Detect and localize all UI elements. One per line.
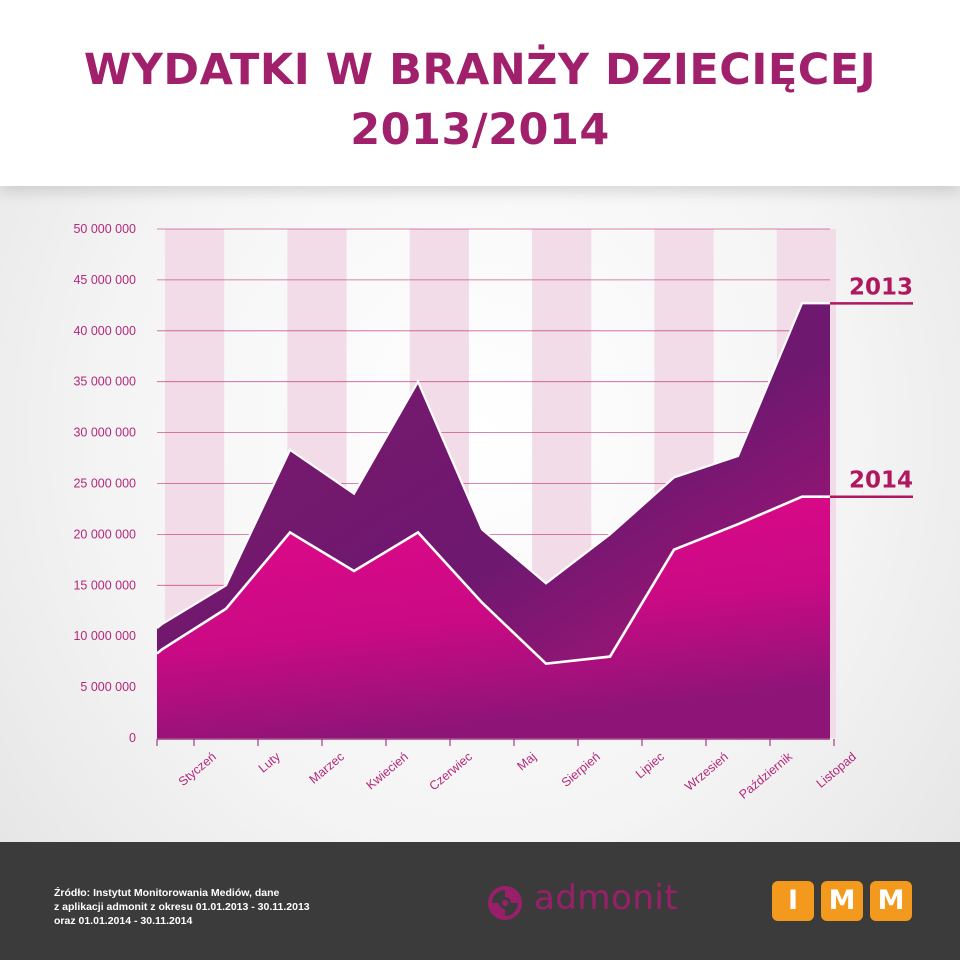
source-line: Źródło: Instytut Monitorowania Mediów, d…: [54, 887, 280, 899]
y-tick-label: 50 000 000: [73, 222, 136, 236]
series-areas: [156, 302, 830, 738]
footer: Źródło: Instytut Monitorowania Mediów, d…: [0, 842, 960, 960]
y-tick-label: 25 000 000: [73, 477, 136, 491]
series-label-2014: 2014: [849, 468, 913, 494]
x-tick-label: Lipiec: [633, 750, 667, 782]
y-axis: 50 000 000 45 000 000 40 000 000 35 000 000…: [73, 222, 136, 745]
y-tick-label: 15 000 000: [73, 578, 136, 592]
imm-letter: I: [772, 881, 814, 921]
line-2013: [156, 302, 830, 629]
y-tick-label: 45 000 000: [73, 273, 136, 287]
x-tick-label: Czerwiec: [427, 750, 475, 794]
x-axis: Styczeń Luty Marzec Kwiecień Czerwiec Maj Sier…: [156, 738, 859, 802]
admonit-wordmark: admonit: [534, 878, 679, 918]
x-tick-label: Luty: [256, 749, 284, 775]
source-line: z aplikacji admonit z okresu 01.01.2013 …: [54, 901, 310, 913]
x-tick-label: Październik: [736, 749, 795, 802]
x-tick-label: Listopad: [814, 750, 859, 791]
x-tick-label: Maj: [514, 750, 538, 774]
imm-letter: M: [821, 881, 863, 921]
y-tick-label: 30 000 000: [73, 426, 136, 440]
admonit-swirl-icon: [488, 886, 522, 920]
line-2014: [156, 495, 830, 666]
y-tick-label: 40 000 000: [73, 324, 136, 338]
x-tick-label: Kwiecień: [364, 750, 411, 793]
x-tick-label: Sierpień: [559, 750, 603, 790]
imm-letter: M: [870, 881, 912, 921]
source-line: oraz 01.01.2014 - 30.11.2014: [54, 915, 193, 927]
area-2014: [157, 496, 830, 738]
x-tick-label: Styczeń: [176, 750, 219, 789]
y-tick-label: 5 000 000: [80, 680, 136, 694]
chart-title: WYDATKI W BRANŻY DZIECIĘCEJ: [83, 45, 877, 95]
source-note: Źródło: Instytut Monitorowania Mediów, d…: [54, 886, 310, 928]
y-tick-label: 0: [129, 731, 136, 745]
series-labels: 2013 2014: [830, 274, 913, 498]
y-tick-label: 35 000 000: [73, 375, 136, 389]
y-tick-label: 10 000 000: [73, 629, 136, 643]
y-tick-label: 20 000 000: [73, 527, 136, 541]
series-label-2013: 2013: [849, 274, 913, 300]
x-tick-label: Wrzesień: [682, 750, 731, 794]
x-tick-label: Marzec: [307, 750, 347, 787]
chart-subtitle: 2013/2014: [350, 105, 610, 155]
header: WYDATKI W BRANŻY DZIECIĘCEJ 2013/2014: [0, 0, 960, 186]
